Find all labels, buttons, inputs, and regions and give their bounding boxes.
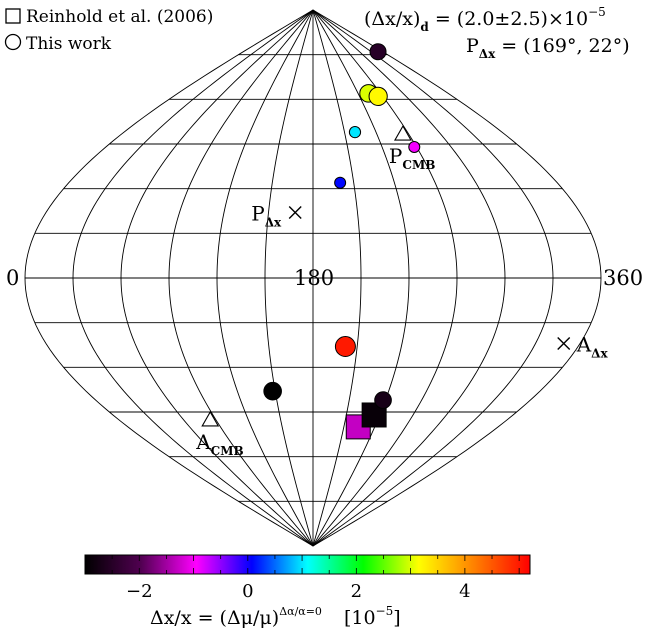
legend-square-marker [5,8,21,24]
a_cmb-label: ACMB [195,430,243,458]
p_dx-label: PΔx [251,201,282,229]
colorbar-frame [84,554,531,575]
a_cmb-marker [201,410,220,427]
colorbar-gradient [85,555,530,574]
data-point-circle [348,125,362,139]
a_dx-marker [557,337,571,351]
data-point-circle [368,86,388,106]
colorbar: −2 0 2 4 Δx/x = (Δμ/μ)Δα/α=0 [10−5] [84,554,531,629]
x-tick-label-360: 360 [603,266,643,290]
legend-label-reinhold: Reinhold et al. (2006) [26,7,213,27]
colorbar-ticks: −2 0 2 4 [84,555,520,602]
data-point-circle [334,335,356,357]
data-point-circle [374,391,392,409]
colorbar-label: Δx/x = (Δμ/μ)Δα/α=0 [10−5] [150,604,401,629]
p_dx-marker [288,205,302,219]
data-point-circle [334,176,347,189]
annotations: PΔx AΔx PCMB ACMB [195,124,609,458]
data-point-circle [369,43,387,61]
colorbar-tick-label: 4 [459,581,470,602]
p_cmb-marker [393,124,412,141]
legend-circle-marker [4,33,22,51]
p_cmb-label: PCMB [389,144,435,172]
colorbar-tick-label: 0 [242,581,253,602]
dipole-info: (Δx/x)d = (2.0±2.5)×10−5 PΔx = (169°, 22… [364,5,630,61]
dipole-pole: PΔx = (169°, 22°) [466,35,630,61]
x-tick-label-180: 180 [294,266,334,290]
data-point-circle [408,140,421,153]
legend: Reinhold et al. (2006) This work [4,7,213,54]
legend-label-this-work: This work [26,34,112,54]
map-grid [24,9,602,547]
dipole-amplitude: (Δx/x)d = (2.0±2.5)×10−5 [364,5,606,34]
a_dx-label: AΔx [576,333,609,361]
data-point-circle [263,381,282,401]
x-tick-label-0: 0 [6,266,19,290]
colorbar-tick-label: −2 [126,581,153,602]
colorbar-tick-label: 2 [351,581,362,602]
data-points [263,43,421,440]
